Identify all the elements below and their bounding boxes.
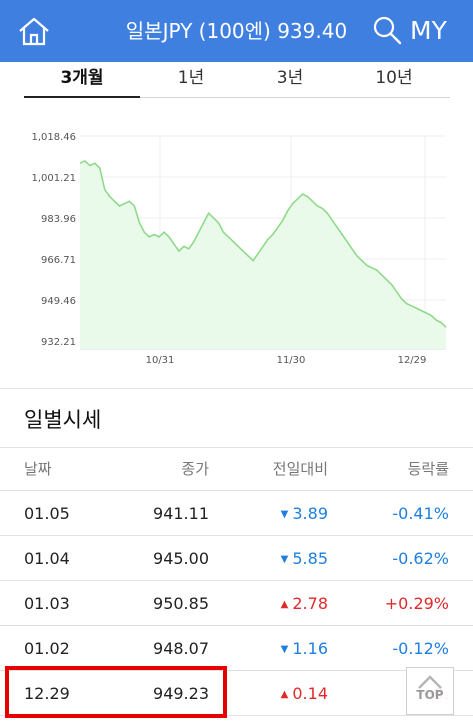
- tab-3-years[interactable]: 3년: [276, 68, 304, 88]
- exchange-rate-chart: 1,018.46 1,001.21 983.96 966.71 949.46 932.21…: [0, 120, 473, 380]
- row-date: 01.05: [24, 504, 70, 523]
- row-date: 01.04: [24, 549, 70, 568]
- row-change-value: 5.85: [292, 549, 328, 568]
- chart-svg: 1,018.46 1,001.21 983.96 966.71 949.46 932.21…: [31, 132, 447, 366]
- row-close: 948.07: [153, 639, 209, 658]
- header-rate: 등락률: [407, 460, 449, 478]
- top-label: TOP: [416, 688, 444, 702]
- row-date: 01.02: [24, 639, 70, 658]
- row-change-value: 2.78: [292, 594, 328, 613]
- row-change-value: 1.16: [292, 639, 328, 658]
- chart-series-line: [79, 159, 447, 328]
- daily-quotes-title: 일별시세: [24, 408, 102, 432]
- row-close: 950.85: [153, 594, 209, 613]
- app-header: 일본JPY (100엔) 939.40 MY: [0, 0, 473, 62]
- section-divider: [0, 388, 473, 389]
- tabs-divider: [24, 97, 450, 98]
- row-change-value: 3.89: [292, 504, 328, 523]
- arrow-down-icon: ▼: [280, 644, 289, 655]
- active-tab-indicator: [24, 96, 140, 98]
- row-close: 945.00: [153, 549, 209, 568]
- row-rate: +0.29%: [384, 594, 449, 613]
- y-tick-label: 949.46: [41, 296, 76, 307]
- home-icon: [19, 17, 49, 46]
- chevron-up-icon: [418, 675, 442, 689]
- row-close: 941.11: [153, 504, 209, 523]
- scroll-top-button[interactable]: TOP: [406, 667, 454, 715]
- home-button[interactable]: [14, 12, 54, 52]
- arrow-up-icon: ▲: [280, 689, 289, 700]
- table-row: 01.05 941.11 ▼ 3.89 -0.41%: [0, 491, 473, 536]
- search-icon: [373, 16, 402, 45]
- header-change: 전일대비: [272, 460, 328, 478]
- y-tick-label: 1,018.46: [31, 132, 76, 143]
- row-change-value: 0.14: [292, 684, 328, 703]
- row-change: ▼ 5.85: [281, 536, 328, 581]
- x-tick-label: 10/31: [146, 355, 175, 366]
- row-date: 01.03: [24, 594, 70, 613]
- row-rate: -0.41%: [392, 504, 449, 523]
- y-tick-label: 1,001.21: [31, 173, 76, 184]
- row-change: ▲ 2.78: [281, 581, 328, 626]
- my-button[interactable]: MY: [410, 16, 447, 45]
- row-rate: -0.12%: [392, 639, 449, 658]
- period-tabs: 3개월 1년 3년 10년: [0, 62, 473, 100]
- header-close: 종가: [181, 460, 209, 478]
- table-row: 01.02 948.07 ▼ 1.16 -0.12%: [0, 626, 473, 671]
- arrow-down-icon: ▼: [280, 554, 289, 565]
- row-change: ▼ 3.89: [281, 491, 328, 536]
- tab-1-year[interactable]: 1년: [177, 68, 205, 88]
- table-row: 01.04 945.00 ▼ 5.85 -0.62%: [0, 536, 473, 581]
- arrow-up-icon: ▲: [280, 599, 289, 610]
- y-tick-label: 983.96: [41, 214, 76, 225]
- row-date: 12.29: [24, 684, 70, 703]
- row-change: ▼ 1.16: [281, 626, 328, 671]
- y-tick-label: 966.71: [41, 255, 76, 266]
- row-rate: -0.62%: [392, 549, 449, 568]
- table-row: 01.03 950.85 ▲ 2.78 +0.29%: [0, 581, 473, 626]
- tab-10-years[interactable]: 10년: [375, 68, 413, 88]
- page-title: 일본JPY (100엔) 939.40: [125, 19, 348, 43]
- y-tick-label: 932.21: [41, 337, 76, 348]
- table-header: 날짜 종가 전일대비 등락률: [0, 447, 473, 491]
- x-tick-label: 11/30: [277, 355, 306, 366]
- row-change: ▲ 0.14: [281, 671, 328, 716]
- header-date: 날짜: [24, 460, 52, 478]
- row-close: 949.23: [153, 684, 209, 703]
- x-tick-label: 12/29: [398, 355, 427, 366]
- highlight-box: [5, 666, 227, 718]
- search-button[interactable]: [370, 13, 404, 47]
- chart-area-fill: [80, 160, 446, 349]
- tab-3-months[interactable]: 3개월: [60, 68, 104, 88]
- arrow-down-icon: ▼: [280, 509, 289, 520]
